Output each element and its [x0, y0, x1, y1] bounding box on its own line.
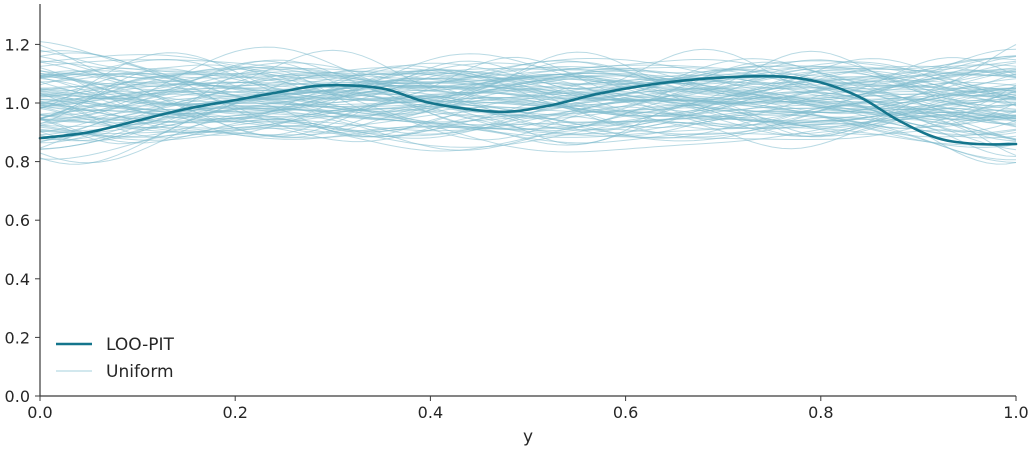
uniform-sample-line — [39, 125, 1017, 146]
x-tick-label: 0.2 — [222, 403, 247, 422]
y-tick-label: 0.0 — [5, 387, 30, 406]
uniform-sample-line — [39, 52, 1017, 110]
uniform-sample-line — [39, 41, 1017, 85]
x-tick-label: 0.0 — [27, 403, 52, 422]
uniform-sample-line — [39, 103, 1017, 157]
uniform-sample-line — [39, 61, 1017, 99]
loo-pit-line — [38, 74, 1018, 146]
uniform-sample-line — [39, 87, 1017, 120]
uniform-sample-line — [40, 93, 1017, 117]
uniform-sample-line — [39, 56, 1017, 100]
uniform-sample-line — [39, 58, 1017, 104]
legend-uniform-label: Uniform — [106, 362, 174, 382]
uniform-sample-line — [39, 73, 1017, 119]
legend: LOO-PIT Uniform — [56, 335, 174, 382]
uniform-sample-line — [39, 114, 1017, 153]
x-axis-label: y — [523, 427, 533, 447]
uniform-sample-line — [39, 88, 1017, 124]
uniform-sample-line — [39, 86, 1017, 126]
y-tick-label: 0.8 — [5, 153, 30, 172]
y-tick-label: 1.2 — [5, 35, 30, 54]
uniform-sample-line — [39, 69, 1017, 109]
uniform-sample-line — [39, 101, 1017, 156]
x-tick-label: 0.8 — [808, 403, 833, 422]
uniform-sample-line — [39, 103, 1017, 140]
uniform-sample-line — [39, 109, 1017, 151]
uniform-sample-line — [39, 68, 1017, 113]
x-tick-label: 0.4 — [418, 403, 443, 422]
uniform-sample-line — [39, 82, 1017, 142]
x-tick-label: 0.6 — [613, 403, 638, 422]
y-tick-label: 0.2 — [5, 328, 30, 347]
y-tick-label: 0.6 — [5, 211, 30, 230]
x-axis-ticks: 0.0 0.2 0.4 0.6 0.8 1.0 — [27, 396, 1029, 422]
y-axis-ticks: 0.0 0.2 0.4 0.6 0.8 1.0 1.2 — [5, 35, 40, 406]
y-tick-label: 1.0 — [5, 94, 30, 113]
y-tick-label: 0.4 — [5, 270, 30, 289]
x-tick-label: 1.0 — [1003, 403, 1028, 422]
legend-loo-pit-label: LOO-PIT — [106, 335, 174, 355]
uniform-sample-line — [39, 99, 1017, 151]
